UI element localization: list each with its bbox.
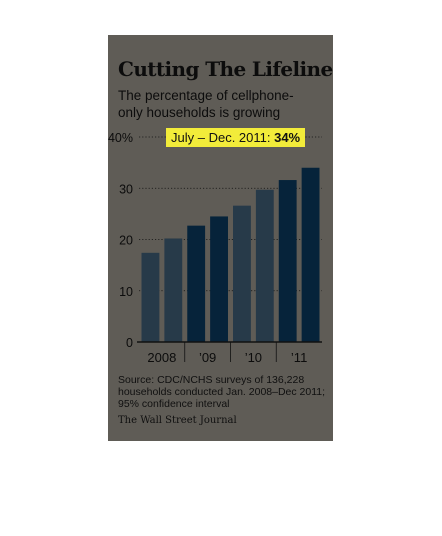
chart-subtitle: The percentage of cellphone-only househo… [118,88,294,120]
x-tick-label: ’10 [245,350,262,365]
y-tick-label: 40% [108,131,133,145]
bar [255,189,274,342]
x-tick-label: ’09 [199,350,216,365]
x-tick-label: 2008 [147,350,176,365]
bar-chart: 0 10 20 30 40% 2008 ’09 ’10 ’11 [108,131,322,365]
source-note: Source: CDC/NCHS surveys of 136,228 hous… [118,374,326,410]
y-axis-tick-labels: 0 10 20 30 40% [108,131,133,350]
x-axis-ticks [184,342,277,362]
bar [210,216,228,342]
y-tick-label: 0 [126,336,133,350]
bar-series [141,167,320,342]
x-tick-label: ’11 [291,350,307,365]
bar [164,238,183,342]
chart-card: Cutting The Lifeline The percentage of c… [108,35,333,441]
x-axis-tick-labels: 2008 ’09 ’10 ’11 [147,350,307,365]
bar [187,225,206,342]
chart-title: Cutting The Lifeline [118,57,333,81]
y-tick-label: 30 [119,182,133,196]
highlight-callout: July – Dec. 2011: 34% [166,128,306,147]
callout-label: July – Dec. 2011: [171,130,275,145]
bar [278,180,297,342]
bar [141,252,160,342]
bar [233,205,251,342]
y-tick-label: 20 [119,234,133,248]
callout-value: 34% [274,130,301,145]
y-tick-label: 10 [119,285,133,299]
bar [301,167,320,342]
publisher-credit: The Wall Street Journal [118,415,237,426]
